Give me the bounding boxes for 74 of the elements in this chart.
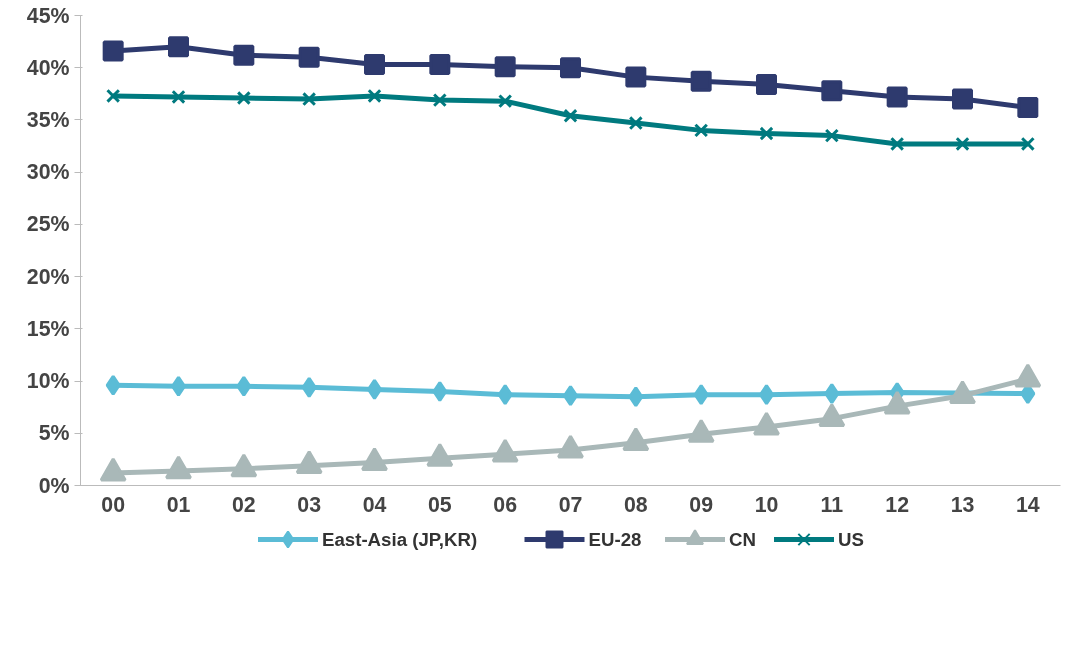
x-tick-label: 00 [101,492,126,517]
x-tick-label: 08 [623,492,648,517]
y-tick-label: 0% [38,473,70,498]
legend-label: CN [729,529,756,550]
point [230,453,258,478]
point [491,438,519,463]
point [498,93,513,109]
point [821,80,843,102]
x-tick-label: 11 [820,492,844,517]
y-tick-label: 40% [26,55,70,80]
x-tick-label: 02 [231,492,256,517]
y-tick-label: 15% [26,316,70,341]
point [1017,96,1039,118]
point [1014,363,1042,388]
point [694,123,709,138]
point [824,128,839,143]
point [102,40,124,62]
point [236,90,251,106]
point [233,44,255,66]
point [426,442,454,467]
point [563,108,578,123]
legend-label: EU-28 [588,529,642,550]
point [949,380,976,405]
point [756,73,777,95]
y-tick-label: 35% [26,107,70,132]
point [628,115,643,131]
x-tick-label: 01 [166,492,191,517]
point [625,66,647,88]
point [557,434,584,459]
point [298,46,320,68]
legend-label: US [838,529,864,550]
y-tick-label: 30% [26,160,70,185]
x-tick-label: 13 [950,492,975,517]
point [171,89,186,105]
x-tick-label: 09 [689,492,714,517]
point [302,91,317,107]
x-tick-label: 12 [885,492,910,517]
x-tick-label: 14 [1015,492,1040,517]
point [106,88,121,104]
legend-label: East-Asia (JP,KR) [322,529,478,550]
point [759,126,774,141]
point [818,403,846,428]
point [753,411,780,436]
point [690,70,712,92]
y-tick-label: 45% [26,3,70,28]
point [364,54,385,76]
point [883,390,911,415]
point [168,36,189,58]
point [99,457,127,482]
x-tick-label: 07 [558,492,583,517]
point [560,57,581,79]
point [432,92,447,108]
point [622,427,650,452]
point [687,418,715,443]
y-tick-label: 10% [26,369,70,394]
point [429,54,451,76]
y-tick-label: 5% [38,421,70,446]
point [494,56,516,78]
point [886,86,908,108]
point [165,455,192,480]
point [295,450,323,475]
x-tick-label: 03 [297,492,322,517]
point [890,136,905,152]
x-tick-label: 10 [754,492,779,517]
y-tick-label: 25% [26,212,70,237]
point [361,447,388,471]
point [952,88,973,110]
point [955,136,970,152]
x-tick-label: 04 [362,492,387,517]
x-tick-label: 06 [493,492,518,517]
x-tick-label: 05 [427,492,452,517]
point [1020,136,1035,152]
y-tick-label: 20% [26,264,70,289]
point [367,88,382,104]
